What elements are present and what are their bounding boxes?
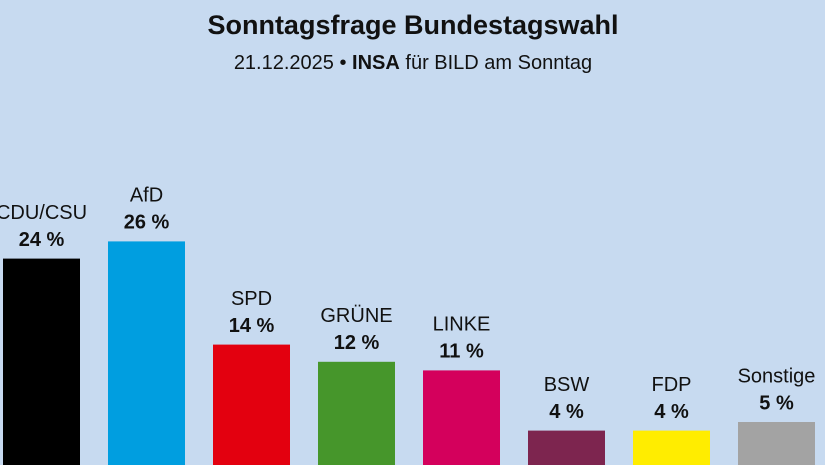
category-label: AfD <box>130 185 163 207</box>
value-label: 5 % <box>759 392 794 414</box>
value-label: 26 % <box>124 212 170 234</box>
bar <box>633 430 710 465</box>
value-label: 12 % <box>334 332 380 354</box>
subtitle-pollster: INSA <box>352 52 400 74</box>
category-label: FDP <box>652 374 692 396</box>
bar <box>738 422 815 465</box>
value-label: 14 % <box>229 315 275 337</box>
bar <box>3 258 80 465</box>
category-label: CDU/CSU <box>0 202 87 224</box>
bar <box>423 370 500 465</box>
category-label: Sonstige <box>738 365 816 387</box>
category-label: LINKE <box>433 314 491 336</box>
chart-title: Sonntagsfrage Bundestagswahl <box>207 10 618 40</box>
category-label: SPD <box>231 288 272 310</box>
subtitle-date: 21.12.2025 • <box>234 52 347 74</box>
bar <box>108 241 185 465</box>
value-label: 11 % <box>439 341 484 363</box>
bar <box>528 430 605 465</box>
bar <box>318 361 395 465</box>
value-label: 4 % <box>654 401 689 423</box>
value-label: 24 % <box>19 229 65 251</box>
value-label: 4 % <box>549 401 584 423</box>
chart-subtitle: 21.12.2025 • INSA für BILD am Sonntag <box>234 52 592 74</box>
subtitle-client: für BILD am Sonntag <box>405 52 592 74</box>
bar <box>213 344 290 465</box>
category-label: GRÜNE <box>320 305 392 327</box>
category-label: BSW <box>544 374 590 396</box>
